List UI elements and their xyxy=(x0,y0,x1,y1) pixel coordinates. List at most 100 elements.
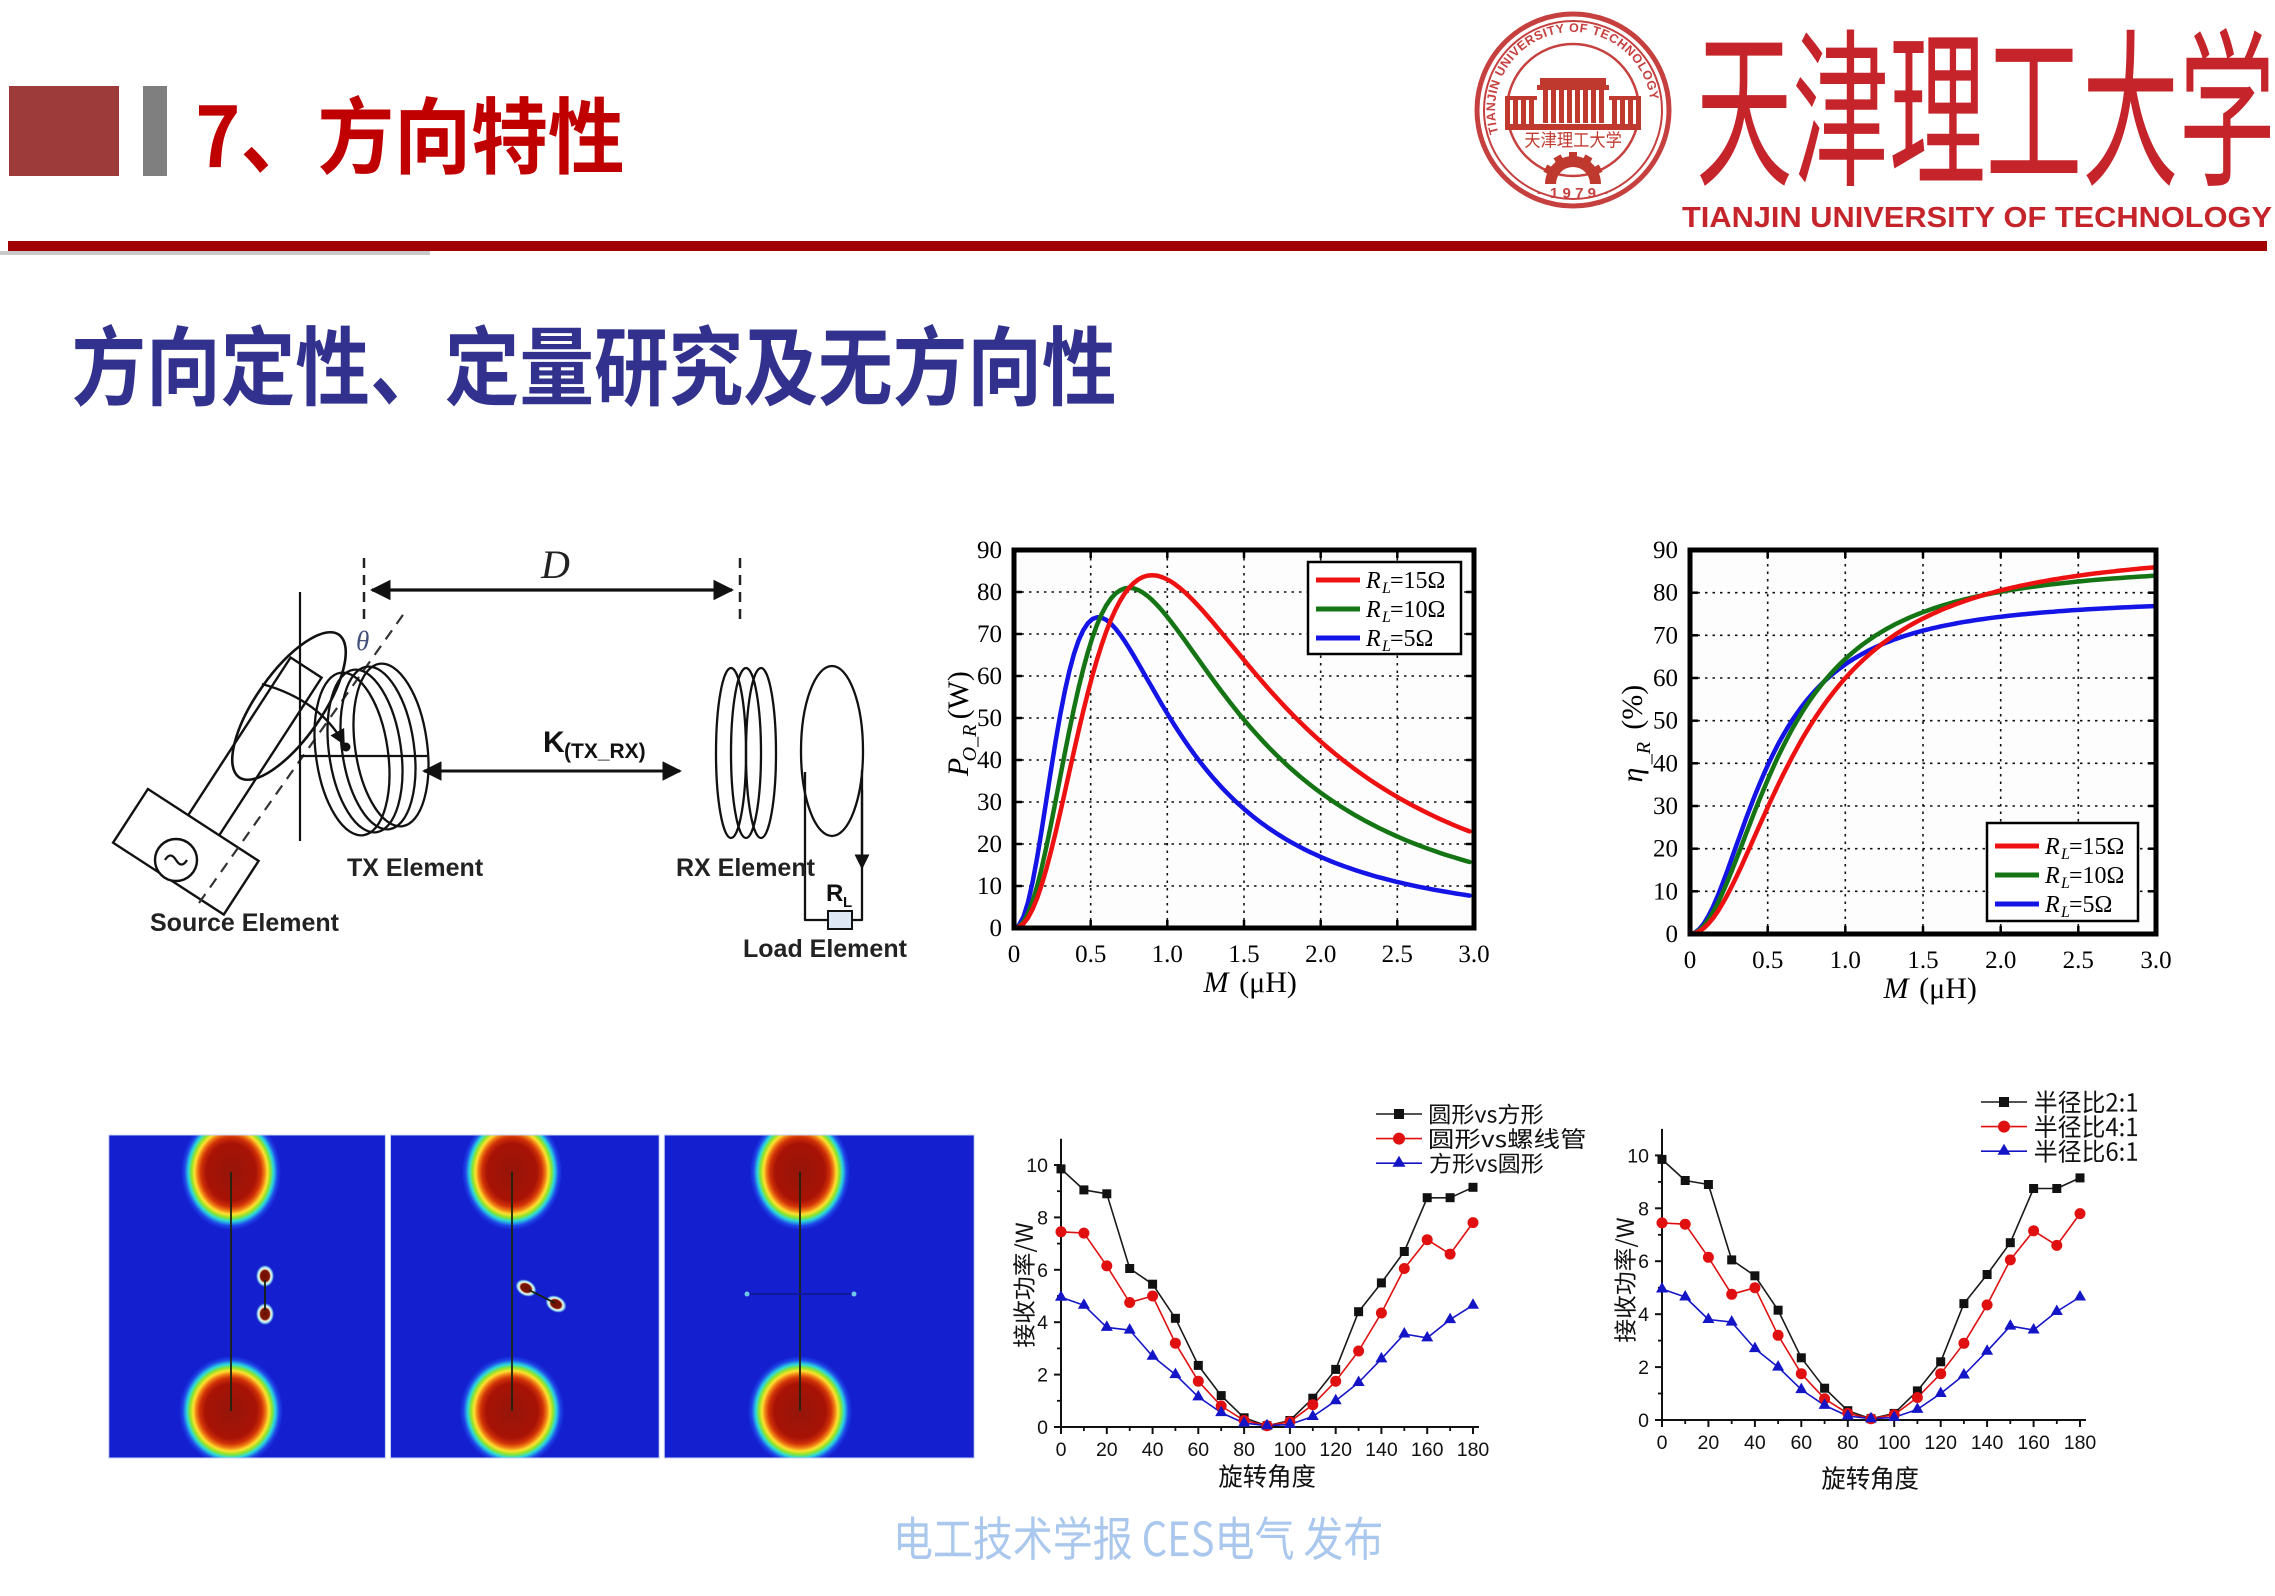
svg-text:40: 40 xyxy=(1744,1432,1766,1454)
svg-text:0: 0 xyxy=(1037,1417,1048,1439)
svg-text:140: 140 xyxy=(1365,1439,1398,1461)
svg-text:4: 4 xyxy=(1037,1312,1048,1334)
svg-text:8: 8 xyxy=(1037,1207,1048,1229)
svg-text:2: 2 xyxy=(1037,1365,1048,1387)
svg-text:20: 20 xyxy=(1653,836,1678,863)
svg-text:0: 0 xyxy=(1056,1439,1067,1461)
svg-text:M: M xyxy=(1203,966,1231,999)
svg-text:=10Ω: =10Ω xyxy=(1390,597,1445,623)
svg-text:R: R xyxy=(2044,863,2060,889)
svg-text:1.5: 1.5 xyxy=(1228,941,1259,968)
svg-text:Load Element: Load Element xyxy=(743,935,908,963)
svg-text:100: 100 xyxy=(1878,1432,1911,1454)
svg-text:2: 2 xyxy=(1638,1357,1649,1379)
svg-text:TX Element: TX Element xyxy=(347,854,484,882)
svg-text:140: 140 xyxy=(1971,1432,2004,1454)
svg-text:10: 10 xyxy=(1627,1145,1649,1167)
svg-text:0: 0 xyxy=(1008,941,1021,968)
svg-text:0: 0 xyxy=(1666,921,1679,948)
svg-text:R: R xyxy=(2044,834,2060,860)
svg-text:6: 6 xyxy=(1037,1260,1048,1282)
svg-text:40: 40 xyxy=(1142,1439,1164,1461)
svg-text:L: L xyxy=(1381,580,1391,597)
svg-text:30: 30 xyxy=(1653,793,1678,820)
svg-text:=5Ω: =5Ω xyxy=(2069,892,2112,918)
svg-text:1.5: 1.5 xyxy=(1907,947,1938,974)
svg-text:0: 0 xyxy=(1657,1432,1668,1454)
svg-text:20: 20 xyxy=(1698,1432,1720,1454)
svg-text:=15Ω: =15Ω xyxy=(1390,568,1445,594)
svg-text:20: 20 xyxy=(1096,1439,1118,1461)
svg-text:60: 60 xyxy=(1790,1432,1812,1454)
svg-text:TIANJIN UNIVERSITY OF TECHNOLO: TIANJIN UNIVERSITY OF TECHNOLOGY xyxy=(1682,202,2272,234)
svg-text:60: 60 xyxy=(977,663,1002,690)
svg-text:(μH): (μH) xyxy=(1919,972,1977,1005)
svg-text:2.0: 2.0 xyxy=(1985,947,2016,974)
svg-text:K: K xyxy=(543,726,565,759)
svg-text:R: R xyxy=(1365,597,1381,623)
svg-text:· 1 9 7 9 ·: · 1 9 7 9 · xyxy=(1537,185,1610,202)
svg-text:60: 60 xyxy=(1653,665,1678,692)
svg-text:(TX_RX): (TX_RX) xyxy=(564,740,646,763)
svg-text:L: L xyxy=(843,894,852,911)
svg-text:50: 50 xyxy=(1653,708,1678,735)
svg-text:180: 180 xyxy=(1457,1439,1490,1461)
svg-text:160: 160 xyxy=(2017,1432,2050,1454)
svg-text:20: 20 xyxy=(977,831,1002,858)
svg-text:4: 4 xyxy=(1638,1304,1649,1326)
svg-text:40: 40 xyxy=(1653,750,1678,777)
svg-text:Source Element: Source Element xyxy=(150,909,340,937)
svg-text:0.5: 0.5 xyxy=(1075,941,1106,968)
svg-text:10: 10 xyxy=(977,873,1002,900)
svg-text:R: R xyxy=(1365,568,1381,594)
svg-text:0: 0 xyxy=(990,915,1003,942)
svg-text:=10Ω: =10Ω xyxy=(2069,863,2124,889)
svg-text:2.0: 2.0 xyxy=(1305,941,1336,968)
svg-text:RX Element: RX Element xyxy=(676,854,816,882)
svg-text:6: 6 xyxy=(1638,1251,1649,1273)
svg-text:R: R xyxy=(2044,892,2060,918)
svg-text:90: 90 xyxy=(977,537,1002,564)
svg-text:L: L xyxy=(2060,846,2070,863)
svg-text:2.5: 2.5 xyxy=(2063,947,2094,974)
svg-text:30: 30 xyxy=(977,789,1002,816)
svg-text:(μH): (μH) xyxy=(1239,966,1297,999)
svg-text:3.0: 3.0 xyxy=(1458,941,1489,968)
svg-text:120: 120 xyxy=(1924,1432,1957,1454)
svg-text:=5Ω: =5Ω xyxy=(1390,626,1433,652)
svg-text:80: 80 xyxy=(1653,580,1678,607)
svg-text:L: L xyxy=(2060,904,2070,921)
svg-text:R: R xyxy=(1365,626,1381,652)
svg-text:50: 50 xyxy=(977,705,1002,732)
svg-text:0.5: 0.5 xyxy=(1752,947,1783,974)
svg-text:80: 80 xyxy=(1837,1432,1859,1454)
svg-text:0: 0 xyxy=(1638,1410,1649,1432)
svg-text:160: 160 xyxy=(1411,1439,1444,1461)
svg-text:90: 90 xyxy=(1653,537,1678,564)
svg-text:10: 10 xyxy=(1026,1155,1048,1177)
svg-text:3.0: 3.0 xyxy=(2140,947,2171,974)
svg-text:η_R (%): η_R (%) xyxy=(1616,685,1655,783)
svg-text:θ: θ xyxy=(356,626,369,656)
svg-text:40: 40 xyxy=(977,747,1002,774)
svg-text:120: 120 xyxy=(1319,1439,1352,1461)
svg-text:R: R xyxy=(826,880,843,907)
svg-text:70: 70 xyxy=(1653,622,1678,649)
svg-text:60: 60 xyxy=(1187,1439,1209,1461)
svg-text:PO_R (W): PO_R (W) xyxy=(942,671,981,777)
svg-text:2.5: 2.5 xyxy=(1382,941,1413,968)
svg-text:L: L xyxy=(2060,875,2070,892)
svg-text:=15Ω: =15Ω xyxy=(2069,834,2124,860)
svg-text:0: 0 xyxy=(1684,947,1697,974)
svg-text:10: 10 xyxy=(1653,878,1678,905)
svg-text:100: 100 xyxy=(1274,1439,1307,1461)
svg-text:1.0: 1.0 xyxy=(1830,947,1861,974)
svg-text:L: L xyxy=(1381,609,1391,626)
svg-text:D: D xyxy=(540,542,570,587)
svg-text:L: L xyxy=(1381,638,1391,655)
svg-text:80: 80 xyxy=(1233,1439,1255,1461)
svg-text:70: 70 xyxy=(977,621,1002,648)
svg-text:1.0: 1.0 xyxy=(1152,941,1183,968)
svg-text:8: 8 xyxy=(1638,1198,1649,1220)
svg-text:180: 180 xyxy=(2064,1432,2097,1454)
